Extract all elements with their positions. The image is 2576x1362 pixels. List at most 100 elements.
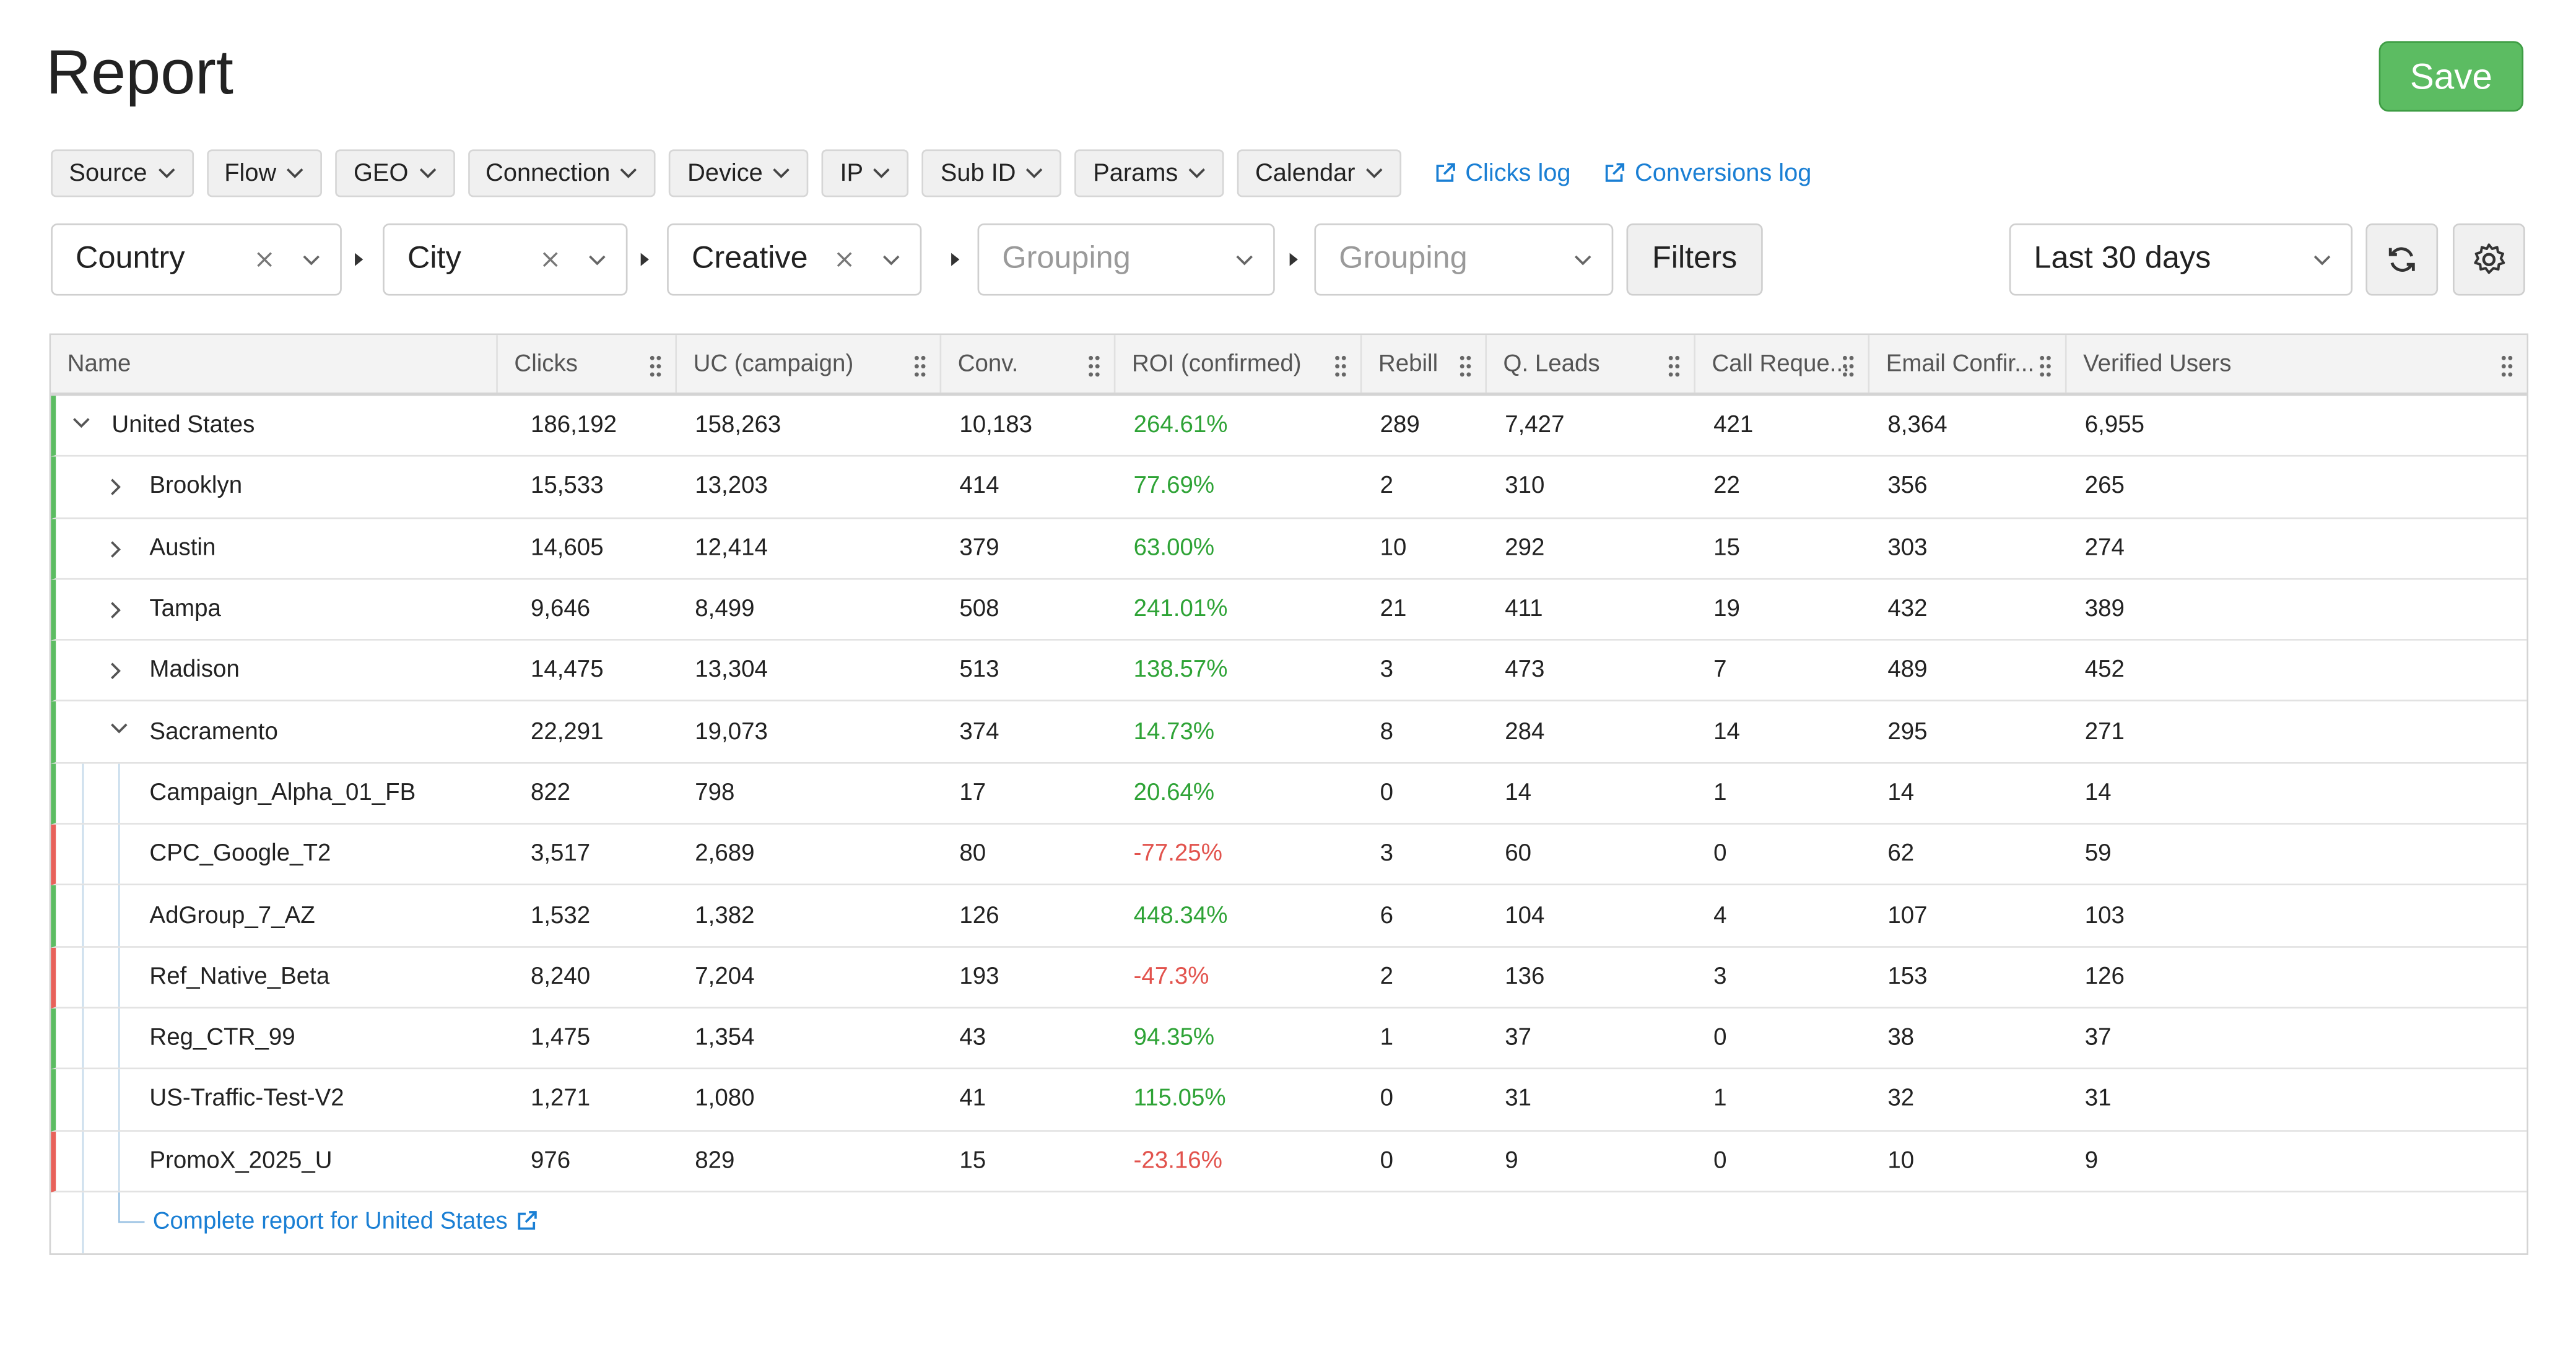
chevron-down [874, 168, 890, 178]
column-header[interactable]: Q. Leads [1487, 335, 1695, 393]
save-button[interactable]: Save [2378, 41, 2524, 112]
data-cell: 15,533 [530, 474, 604, 500]
select-value: Last 30 days [2034, 241, 2211, 276]
drag-handle [1460, 355, 1471, 377]
chevron-down [883, 254, 900, 265]
data-cell: 1 [1713, 779, 1727, 807]
filter-label: Device [687, 159, 763, 188]
date-range-select[interactable]: Last 30 days [2009, 223, 2353, 296]
clear-x [257, 252, 272, 267]
data-cell: 1,532 [530, 902, 591, 929]
expand-toggle[interactable] [110, 601, 122, 619]
data-cell: 126 [959, 902, 999, 929]
clear-icon[interactable] [256, 251, 273, 268]
table-row: PromoX_2025_U 976 829 15 -23.16% 0 9 0 10 9 [51, 1130, 2527, 1192]
refresh-button[interactable] [2365, 223, 2439, 296]
data-cell: 414 [959, 474, 999, 500]
drag-handle [2501, 355, 2513, 377]
column-title: Call Reque... [1712, 350, 1850, 377]
data-cell: 448.34% [1133, 902, 1228, 929]
column-header[interactable]: Verified Users [2067, 335, 2527, 393]
filter-button[interactable]: GEO [335, 149, 455, 197]
filter-button[interactable]: Calendar [1237, 149, 1401, 197]
chevron-right [111, 602, 121, 618]
filter-label: Connection [485, 159, 611, 188]
column-title: Conv. [957, 350, 1019, 377]
clear-x [542, 252, 558, 267]
column-header[interactable]: Email Confir... [1869, 335, 2067, 393]
data-cell: 8,364 [1887, 412, 1947, 439]
column-header[interactable]: Name [51, 335, 498, 393]
name-cell: PromoX_2025_U [56, 1130, 498, 1191]
data-cell: 3,517 [530, 841, 591, 868]
column-header[interactable]: Conv. [941, 335, 1116, 393]
data-cell: 8,240 [530, 963, 591, 991]
chevron-down [1365, 168, 1383, 178]
grouping-select[interactable]: Creative [667, 223, 922, 296]
data-cell: 15 [959, 1147, 986, 1174]
table-row: Campaign_Alpha_01_FB 822 798 17 20.64% 0 14 1 14… [51, 763, 2527, 825]
data-cell: 8,499 [695, 596, 755, 623]
filter-label: GEO [353, 159, 409, 188]
filter-button[interactable]: Connection [467, 149, 656, 197]
expand-toggle[interactable] [72, 417, 90, 429]
filter-button[interactable]: Params [1075, 149, 1224, 197]
data-cell: 13,304 [695, 657, 768, 684]
column-header[interactable]: Clicks [498, 335, 677, 393]
data-cell: 21 [1380, 596, 1407, 623]
data-cell: 107 [1887, 902, 1928, 929]
data-cell: 9 [2084, 1147, 2099, 1174]
data-cell: 1 [1713, 1086, 1727, 1113]
settings-button[interactable] [2453, 223, 2525, 296]
clear-icon[interactable] [836, 251, 853, 268]
filter-button[interactable]: IP [822, 149, 910, 197]
filter-button[interactable]: Sub ID [922, 149, 1062, 197]
filters-button[interactable]: Filters [1626, 223, 1763, 296]
chevron-down [73, 418, 90, 428]
row-name: Ref_Native_Beta [149, 963, 330, 991]
data-cell: 138.57% [1133, 657, 1228, 684]
grouping-select[interactable]: Grouping [1314, 223, 1614, 296]
expand-toggle[interactable] [110, 724, 128, 735]
log-link[interactable]: Conversions log [1604, 159, 1811, 187]
data-cell: 284 [1505, 719, 1545, 745]
grouping-select[interactable]: Country [51, 223, 342, 296]
report-table: Name Clicks UC (campaign) Conv. ROI (confirm… [49, 333, 2529, 1255]
filter-button[interactable]: Device [669, 149, 809, 197]
data-cell: 241.01% [1133, 596, 1228, 623]
chevron-down [589, 254, 606, 265]
level-arrow [1289, 253, 1298, 266]
name-cell: AdGroup_7_AZ [56, 885, 498, 946]
drag-handle [2040, 355, 2051, 377]
column-header[interactable]: Rebill [1362, 335, 1487, 393]
data-cell: 295 [1887, 719, 1928, 745]
log-link[interactable]: Clicks log [1434, 159, 1571, 187]
tree-line [82, 1130, 84, 1191]
expand-toggle[interactable] [110, 540, 122, 558]
table-row: Madison 14,475 13,304 513 138.57% 3 473 7 489 452 [51, 641, 2527, 703]
column-title: UC (campaign) [693, 350, 854, 377]
complete-report-link[interactable]: Complete report for United States [153, 1208, 537, 1235]
column-header[interactable]: UC (campaign) [677, 335, 942, 393]
filter-button[interactable]: Flow [206, 149, 323, 197]
name-cell: Reg_CTR_99 [56, 1008, 498, 1069]
data-cell: 2,689 [695, 841, 755, 868]
data-cell: 432 [1887, 596, 1928, 623]
clear-icon[interactable] [542, 251, 559, 268]
filter-label: IP [840, 159, 864, 188]
data-cell: 1,080 [695, 1086, 755, 1113]
column-title: Verified Users [2083, 350, 2232, 377]
data-cell: -77.25% [1133, 841, 1222, 868]
column-title: Clicks [514, 350, 578, 377]
expand-toggle[interactable] [110, 662, 122, 680]
expand-toggle[interactable] [110, 479, 122, 497]
column-header[interactable]: ROI (confirmed) [1115, 335, 1362, 393]
table-header: Name Clicks UC (campaign) Conv. ROI (confirm… [51, 335, 2527, 396]
filter-button[interactable]: Source [51, 149, 193, 197]
table-row: Tampa 9,646 8,499 508 241.01% 21 411 19 432 389 [51, 579, 2527, 641]
data-cell: 14,605 [530, 535, 604, 562]
grouping-select[interactable]: Grouping [977, 223, 1275, 296]
column-header[interactable]: Call Reque... [1695, 335, 1870, 393]
grouping-select[interactable]: City [383, 223, 628, 296]
